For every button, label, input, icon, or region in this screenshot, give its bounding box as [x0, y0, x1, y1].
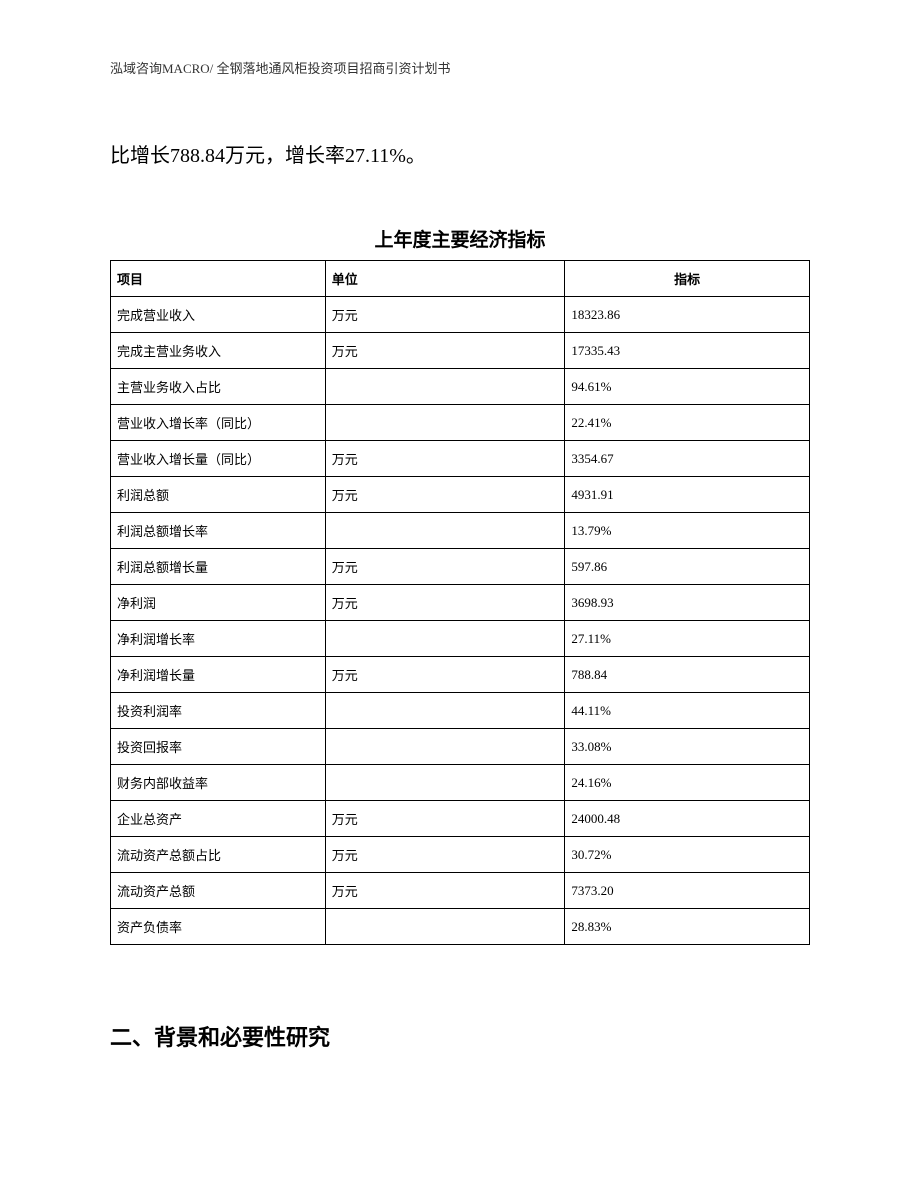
table-row: 完成营业收入万元18323.86: [111, 297, 810, 333]
cell-value: 33.08%: [565, 729, 810, 765]
cell-value: 22.41%: [565, 405, 810, 441]
table-row: 净利润万元3698.93: [111, 585, 810, 621]
cell-unit: 万元: [325, 801, 565, 837]
cell-item: 利润总额: [111, 477, 326, 513]
cell-value: 3354.67: [565, 441, 810, 477]
cell-unit: [325, 909, 565, 945]
cell-unit: 万元: [325, 549, 565, 585]
cell-unit: 万元: [325, 297, 565, 333]
cell-value: 597.86: [565, 549, 810, 585]
cell-value: 28.83%: [565, 909, 810, 945]
cell-item: 财务内部收益率: [111, 765, 326, 801]
cell-value: 13.79%: [565, 513, 810, 549]
cell-unit: 万元: [325, 477, 565, 513]
cell-item: 企业总资产: [111, 801, 326, 837]
table-row: 利润总额增长量万元597.86: [111, 549, 810, 585]
table-row: 利润总额万元4931.91: [111, 477, 810, 513]
cell-value: 24000.48: [565, 801, 810, 837]
cell-value: 4931.91: [565, 477, 810, 513]
body-text: 比增长788.84万元，增长率27.11%。: [110, 140, 426, 172]
table-row: 完成主营业务收入万元17335.43: [111, 333, 810, 369]
table-row: 主营业务收入占比 94.61%: [111, 369, 810, 405]
cell-unit: 万元: [325, 333, 565, 369]
table-row: 财务内部收益率 24.16%: [111, 765, 810, 801]
table-row: 利润总额增长率 13.79%: [111, 513, 810, 549]
table-header-row: 项目 单位 指标: [111, 261, 810, 297]
cell-unit: [325, 693, 565, 729]
cell-item: 主营业务收入占比: [111, 369, 326, 405]
cell-item: 完成营业收入: [111, 297, 326, 333]
cell-value: 788.84: [565, 657, 810, 693]
cell-item: 利润总额增长量: [111, 549, 326, 585]
cell-item: 利润总额增长率: [111, 513, 326, 549]
cell-unit: 万元: [325, 441, 565, 477]
cell-item: 净利润增长率: [111, 621, 326, 657]
col-header-unit: 单位: [325, 261, 565, 297]
section-heading: 二、背景和必要性研究: [110, 1020, 330, 1052]
cell-unit: [325, 405, 565, 441]
economic-indicators-table: 项目 单位 指标 完成营业收入万元18323.86完成主营业务收入万元17335…: [110, 260, 810, 945]
cell-unit: [325, 513, 565, 549]
cell-unit: 万元: [325, 837, 565, 873]
cell-unit: [325, 369, 565, 405]
table-row: 营业收入增长率（同比） 22.41%: [111, 405, 810, 441]
cell-value: 7373.20: [565, 873, 810, 909]
cell-unit: 万元: [325, 873, 565, 909]
cell-value: 24.16%: [565, 765, 810, 801]
table-row: 净利润增长率 27.11%: [111, 621, 810, 657]
table-row: 净利润增长量万元788.84: [111, 657, 810, 693]
table-row: 企业总资产万元24000.48: [111, 801, 810, 837]
cell-item: 营业收入增长量（同比）: [111, 441, 326, 477]
cell-item: 净利润: [111, 585, 326, 621]
cell-value: 18323.86: [565, 297, 810, 333]
cell-unit: [325, 621, 565, 657]
cell-value: 27.11%: [565, 621, 810, 657]
table-row: 投资回报率 33.08%: [111, 729, 810, 765]
cell-value: 94.61%: [565, 369, 810, 405]
cell-unit: 万元: [325, 585, 565, 621]
page-header: 泓域咨询MACRO/ 全钢落地通风柜投资项目招商引资计划书: [110, 58, 451, 77]
col-header-value: 指标: [565, 261, 810, 297]
cell-item: 资产负债率: [111, 909, 326, 945]
table-row: 流动资产总额万元7373.20: [111, 873, 810, 909]
cell-item: 投资回报率: [111, 729, 326, 765]
cell-unit: [325, 765, 565, 801]
cell-item: 净利润增长量: [111, 657, 326, 693]
cell-value: 3698.93: [565, 585, 810, 621]
cell-value: 44.11%: [565, 693, 810, 729]
cell-value: 17335.43: [565, 333, 810, 369]
table-row: 流动资产总额占比万元30.72%: [111, 837, 810, 873]
cell-item: 投资利润率: [111, 693, 326, 729]
cell-item: 流动资产总额: [111, 873, 326, 909]
table-row: 营业收入增长量（同比）万元3354.67: [111, 441, 810, 477]
col-header-item: 项目: [111, 261, 326, 297]
table-title: 上年度主要经济指标: [0, 225, 920, 252]
table-row: 资产负债率 28.83%: [111, 909, 810, 945]
cell-unit: 万元: [325, 657, 565, 693]
cell-item: 营业收入增长率（同比）: [111, 405, 326, 441]
cell-item: 完成主营业务收入: [111, 333, 326, 369]
cell-unit: [325, 729, 565, 765]
cell-item: 流动资产总额占比: [111, 837, 326, 873]
cell-value: 30.72%: [565, 837, 810, 873]
table-row: 投资利润率 44.11%: [111, 693, 810, 729]
